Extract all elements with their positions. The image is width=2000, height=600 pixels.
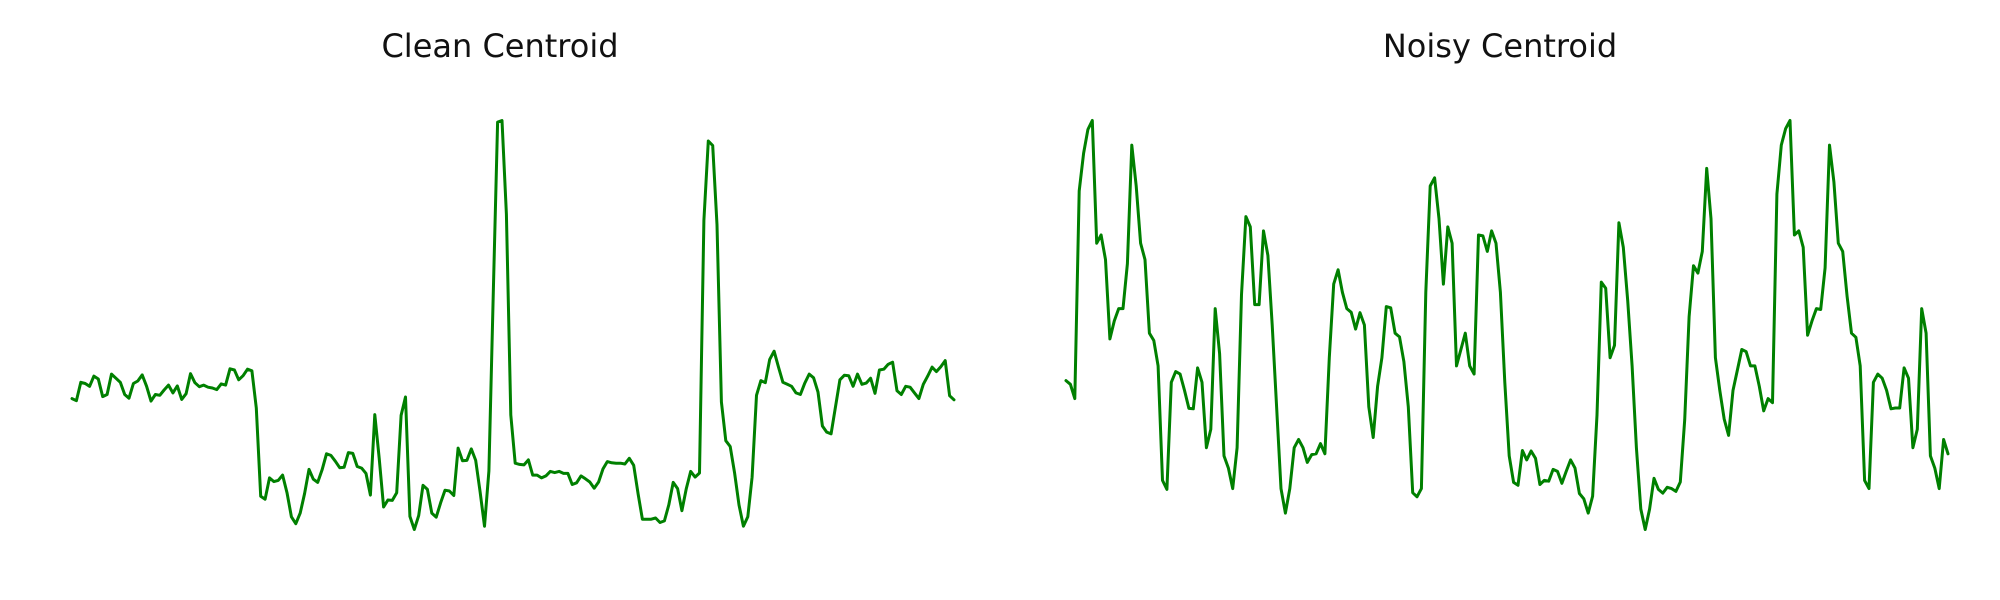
series-line bbox=[1064, 119, 1950, 531]
line-plot-noisy bbox=[1064, 119, 1950, 531]
series-line bbox=[70, 119, 956, 531]
line-plot-clean bbox=[70, 119, 956, 531]
chart-panel-noisy: Noisy Centroid bbox=[1000, 0, 2000, 600]
chart-panel-clean: Clean Centroid bbox=[70, 27, 956, 531]
chart-title: Clean Centroid bbox=[381, 27, 619, 65]
chart-title: Noisy Centroid bbox=[1382, 27, 1618, 65]
